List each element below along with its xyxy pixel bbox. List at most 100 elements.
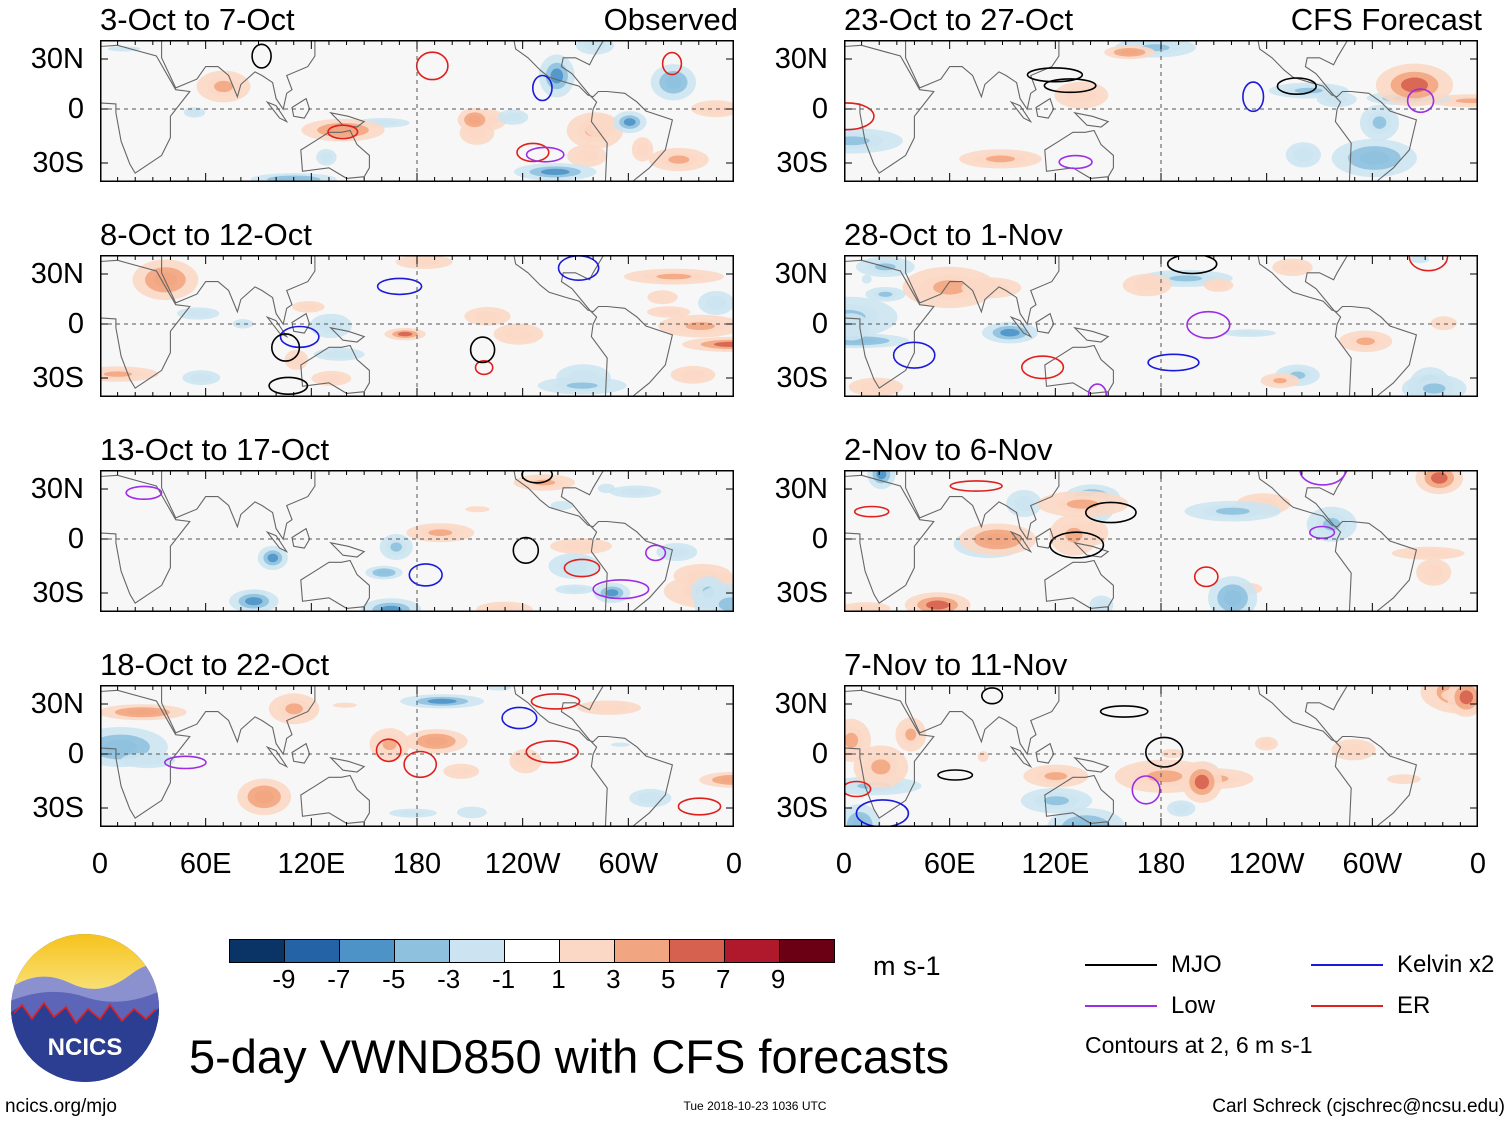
legend-item-er: ER (1311, 991, 1430, 1021)
colorbar-swatch (230, 940, 285, 962)
anomaly-blob (584, 40, 606, 51)
coastlines (100, 255, 674, 397)
coastline (1044, 344, 1114, 394)
anomaly-blob (1372, 116, 1387, 129)
anomaly-field (844, 255, 1467, 397)
colorbar-swatch (285, 940, 340, 962)
anomaly-blob (1169, 275, 1203, 282)
coastline (161, 470, 316, 541)
anomaly-blob (974, 281, 1009, 294)
colorbar-level-label: -7 (327, 964, 351, 994)
anomaly-blob (550, 68, 564, 84)
anomaly-blob (1234, 330, 1265, 336)
anomaly-field (844, 685, 1478, 827)
coastlines (844, 685, 1418, 827)
anomaly-blob (1325, 95, 1348, 104)
legend-label: Low (1171, 992, 1216, 1019)
anomaly-blob (713, 341, 734, 347)
anomaly-blob (1072, 820, 1100, 827)
lat-axis-labels: 30N 0 30S (8, 40, 84, 182)
anomaly-blob (860, 381, 892, 393)
coastline (1257, 470, 1418, 612)
coastline (300, 559, 370, 609)
anomaly-blob (1147, 770, 1183, 783)
coastline (844, 259, 935, 389)
contour-line (376, 277, 423, 296)
anomaly-blob (380, 605, 402, 612)
colorbar-swatch (560, 940, 615, 962)
coastline (1257, 40, 1418, 182)
lon-tick-label: 0 (725, 848, 743, 880)
anomaly-blob (1014, 495, 1034, 512)
map-panel: 2-Nov to 6-Nov 30N 0 30S (775, 432, 1478, 612)
anomaly-blob (1459, 690, 1473, 705)
lat-tick-label: 30S (32, 577, 84, 609)
contour-line (1408, 255, 1449, 272)
colorbar-swatch (340, 940, 395, 962)
colorbar-level-label: -1 (491, 964, 516, 994)
contour-line (1144, 736, 1184, 768)
colorbar-swatch (670, 940, 725, 962)
footer-url[interactable]: ncics.org/mjo (5, 1096, 117, 1117)
anomaly-blob (320, 152, 333, 162)
coastline (1073, 756, 1110, 773)
anomaly-blob (623, 118, 636, 126)
anomaly-blob (103, 740, 138, 754)
anomaly-blob (852, 817, 867, 827)
anomaly-blob (427, 698, 457, 704)
panel-period-label: 8-Oct to 12-Oct (100, 217, 312, 252)
anomaly-blob (399, 810, 427, 816)
anomaly-blob (701, 104, 730, 114)
contour-line (1166, 255, 1218, 275)
lat-tick-label: 30S (776, 577, 828, 609)
map-svg (844, 470, 1478, 612)
contour-line (677, 797, 722, 816)
coastline (100, 689, 191, 819)
anomaly-blob (324, 350, 354, 358)
anomaly-blob (1409, 255, 1430, 264)
anomaly-blob (1341, 743, 1367, 756)
anomaly-blob (474, 311, 501, 322)
anomaly-blob (647, 290, 678, 305)
coastline (844, 44, 935, 174)
contour-line (516, 142, 550, 163)
coastline (329, 541, 366, 558)
coastline (291, 527, 311, 549)
legend-item-low: Low (1085, 991, 1215, 1021)
panel-period-label: 23-Oct to 27-Oct (844, 2, 1074, 37)
anomaly-blob (1043, 796, 1069, 806)
anomaly-blob (605, 589, 619, 597)
anomaly-blob (861, 274, 872, 284)
anomaly-blob (550, 501, 574, 510)
colorbar-level-label: 3 (606, 964, 621, 994)
anomaly-blob (1065, 527, 1083, 543)
anomaly-blob (333, 702, 357, 708)
lat-tick-label: 0 (67, 93, 84, 125)
lat-axis-labels: 30N 0 30S (8, 685, 84, 827)
lat-tick-label: 30S (32, 147, 84, 179)
lat-axis-labels: 30N 0 30S (8, 470, 84, 612)
contour-line (937, 769, 974, 781)
map-panel: 7-Nov to 11-Nov 30N 0 30S (775, 647, 1478, 827)
panel-period-label: 18-Oct to 22-Oct (100, 647, 330, 682)
anomaly-blob (844, 732, 859, 748)
lat-tick-label: 30N (30, 473, 84, 505)
coastline (291, 97, 311, 119)
lon-tick-label: 60E (179, 848, 232, 880)
lat-tick-label: 0 (811, 93, 828, 125)
map-panel: 23-Oct to 27-Oct CFS Forecast 30N 0 30S (775, 2, 1482, 182)
panel-period-label: 3-Oct to 7-Oct (100, 2, 295, 37)
contour-line (1242, 81, 1265, 113)
coastline (513, 40, 674, 182)
anomaly-blob (188, 109, 201, 116)
contour-line (408, 563, 443, 587)
map-panel: 18-Oct to 22-Oct 30N 0 30S (31, 647, 734, 827)
anomaly-blob (245, 597, 263, 606)
anomaly-blob (566, 382, 598, 389)
map-background (844, 685, 1478, 827)
coastline (100, 44, 191, 174)
colorbar-level-label: 9 (770, 964, 786, 994)
lon-tick-label: 0 (91, 848, 109, 880)
anomaly-blob (1215, 507, 1250, 515)
lon-tick-label: 120W (484, 848, 561, 880)
